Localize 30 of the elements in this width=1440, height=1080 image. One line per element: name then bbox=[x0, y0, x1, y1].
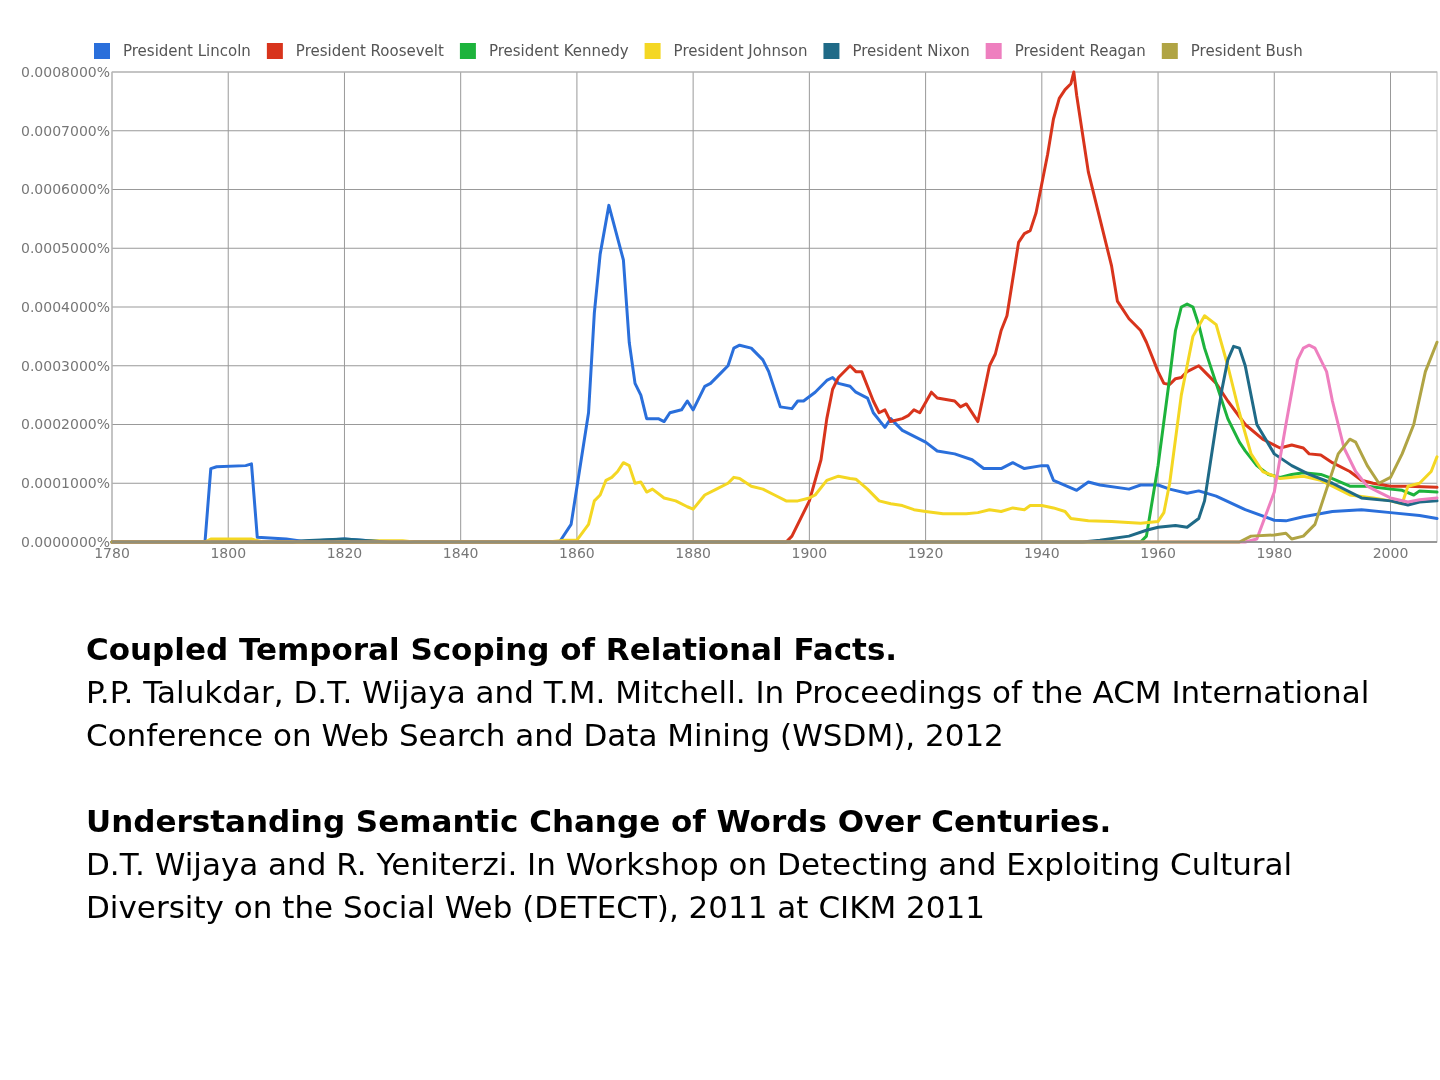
y-tick-label: 0.0005000% bbox=[20, 240, 110, 257]
y-tick-label: 0.0003000% bbox=[20, 357, 110, 374]
legend-label: President Johnson bbox=[673, 42, 808, 60]
x-tick-label: 2000 bbox=[1372, 545, 1409, 561]
text: Coupled Temporal Scoping of Relational Facts. bbox=[86, 631, 898, 667]
legend-label: President Nixon bbox=[852, 42, 970, 60]
y-tick-label: 0.0008000% bbox=[20, 63, 110, 80]
x-tick-label: 1920 bbox=[907, 545, 944, 561]
x-tick-label: 1960 bbox=[1140, 545, 1176, 561]
x-tick-label: 1980 bbox=[1256, 545, 1293, 561]
x-tick-label: 1940 bbox=[1024, 545, 1060, 561]
text: P.P. Talukdar, D.T. Wijaya and T.M. Mitchell. In Proceedings of the ACM International Conference on Web Search and Data Mining (WSDM), 2012 bbox=[86, 674, 1370, 753]
legend-label: President Bush bbox=[1190, 42, 1303, 60]
y-tick-label: 0.0001000% bbox=[20, 475, 110, 492]
x-tick-label: 1860 bbox=[559, 545, 595, 561]
x-tick-label: 1820 bbox=[326, 545, 363, 561]
y-tick-label: 0.0007000% bbox=[20, 122, 110, 139]
y-tick-label: 0.0002000% bbox=[20, 416, 110, 433]
legend-label: President Reagan bbox=[1014, 42, 1146, 60]
legend-label: President Roosevelt bbox=[295, 42, 445, 60]
x-tick-label: 1800 bbox=[210, 545, 247, 561]
legend-label: President Kennedy bbox=[488, 42, 629, 60]
x-tick-label: 1840 bbox=[442, 545, 479, 561]
text: Understanding Semantic Change of Words Over Centuries. bbox=[86, 803, 1112, 839]
y-tick-label: 0.0004000% bbox=[20, 298, 110, 315]
y-tick-label: 0.0006000% bbox=[20, 181, 110, 198]
x-tick-label: 1900 bbox=[791, 545, 828, 561]
x-tick-label: 1880 bbox=[675, 545, 711, 561]
legend-label: President Lincoln bbox=[123, 42, 251, 60]
text: D.T. Wijaya and R. Yeniterzi. In Workshop on Detecting and Exploiting Cultural Diversity on the Social Web (DETECT), 2011 at CIKM 2011 bbox=[86, 846, 1293, 925]
